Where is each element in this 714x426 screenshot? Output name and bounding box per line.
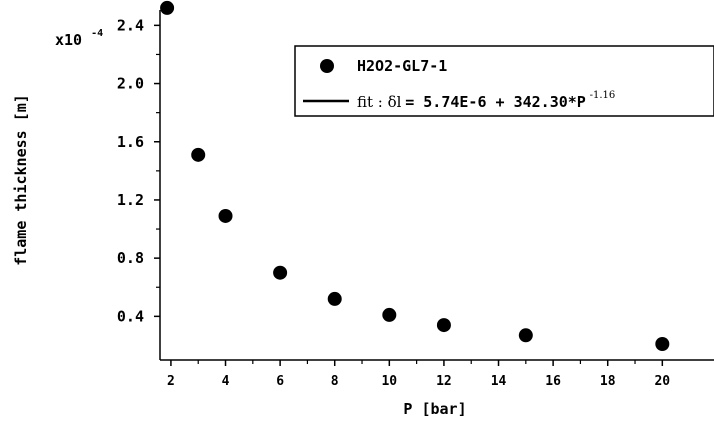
x-tick-labels: 2 4 6 8 10 12 14 16 18 20 [167,374,670,389]
y-multiplier-exponent: -4 [91,28,103,39]
y-tick-labels: 0.4 0.8 1.2 1.6 2.0 2.4 [117,16,144,325]
x-ticks [170,360,664,366]
legend-entry-data: H2O2-GL7-1 [357,57,447,75]
y-tick-label: 1.6 [117,133,144,151]
x-tick-label: 18 [600,374,616,389]
data-point [436,318,451,333]
data-point [191,147,206,162]
legend-fit-prefix: fit : [357,93,388,111]
x-tick-label: 10 [381,374,397,389]
data-points [160,0,670,351]
x-tick-label: 14 [491,374,507,389]
legend-fit-exponent: -1.16 [590,90,616,101]
x-tick-label: 16 [545,374,561,389]
y-tick-label: 2.4 [117,16,144,34]
legend-fit-formula: = 5.74E-6 + 342.30*P [405,93,586,111]
x-axis-label: P [bar] [403,400,466,418]
y-multiplier: x10 -4 [55,28,103,49]
data-point [218,208,233,223]
legend-fit-symbol: δl [388,93,402,111]
data-point [160,0,175,15]
x-tick-label: 4 [222,374,230,389]
y-tick-label: 1.2 [117,191,144,209]
legend-entry-fit: fit : δl = 5.74E-6 + 342.30*P -1.16 [357,90,615,111]
data-point [518,328,533,343]
legend: H2O2-GL7-1 fit : δl = 5.74E-6 + 342.30*P… [294,45,714,117]
data-point [655,336,670,351]
data-point [382,307,397,322]
y-tick-label: 2.0 [117,75,144,93]
x-tick-label: 20 [654,374,670,389]
data-point [327,291,342,306]
x-tick-label: 2 [167,374,175,389]
y-multiplier-base: x10 [55,31,82,49]
data-point [273,265,288,280]
y-axis-label: flame thickness [m] [12,94,30,266]
y-tick-label: 0.8 [117,249,144,267]
x-tick-label: 12 [436,374,452,389]
y-tick-label: 0.4 [117,307,144,325]
x-tick-label: 8 [331,374,339,389]
legend-marker-icon [320,59,334,73]
legend-box [294,45,714,117]
x-tick-label: 6 [276,374,284,389]
y-ticks [154,24,160,318]
